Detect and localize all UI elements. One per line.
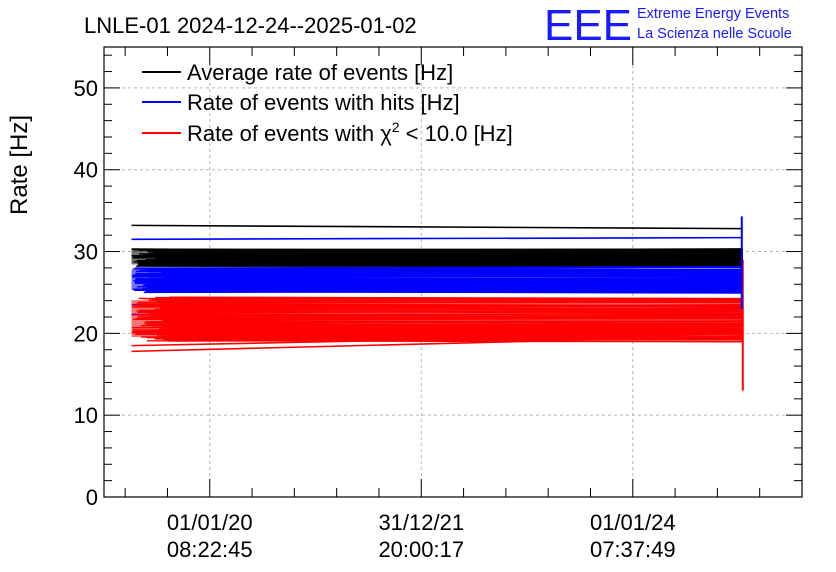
brand-line-1: Extreme Energy Events	[637, 6, 789, 22]
series-line	[169, 296, 743, 300]
legend-label-3: Rate of events with χ2 < 10.0 [Hz]	[187, 119, 513, 146]
y-tick-label: 10	[74, 403, 98, 428]
series-line	[138, 297, 743, 301]
plot-frame	[103, 46, 803, 498]
y-tick-label: 0	[86, 485, 98, 510]
x-tick-label-time: 08:22:45	[167, 537, 253, 562]
y-axis-label: Rate [Hz]	[6, 115, 33, 215]
y-tick-label: 40	[74, 158, 98, 183]
x-tick-label-date: 01/01/24	[590, 510, 676, 535]
x-tick-label-date: 31/12/21	[378, 510, 464, 535]
series-1	[131, 224, 743, 268]
y-tick-label: 30	[74, 240, 98, 265]
series-line	[133, 289, 743, 294]
x-tick-label-time: 07:37:49	[590, 537, 676, 562]
series-line	[146, 340, 743, 343]
series-line	[134, 266, 743, 269]
series-line	[131, 224, 743, 230]
series-2	[131, 236, 743, 316]
brand-line-2: La Scienza nelle Scuole	[637, 26, 792, 42]
series-line	[131, 332, 743, 347]
series-band	[131, 250, 743, 265]
series-3	[131, 259, 744, 391]
chart-title: LNLE-01 2024-12-24--2025-01-02	[84, 13, 417, 38]
series-line	[131, 248, 743, 254]
legend-label-1: Average rate of events [Hz]	[187, 60, 453, 85]
x-tick-label-date: 01/01/20	[167, 510, 253, 535]
y-tick-label: 20	[74, 321, 98, 346]
series-band	[131, 269, 743, 290]
series-line	[131, 335, 743, 353]
eee-logo: EEE	[544, 1, 632, 50]
data-area	[131, 216, 744, 391]
y-tick-label: 50	[74, 76, 98, 101]
x-tick-label-time: 20:00:17	[378, 537, 464, 562]
legend-label-2: Rate of events with hits [Hz]	[187, 90, 460, 115]
series-band	[131, 300, 743, 338]
series-line	[131, 236, 743, 241]
legend: Average rate of events [Hz] Rate of event…	[142, 60, 513, 146]
